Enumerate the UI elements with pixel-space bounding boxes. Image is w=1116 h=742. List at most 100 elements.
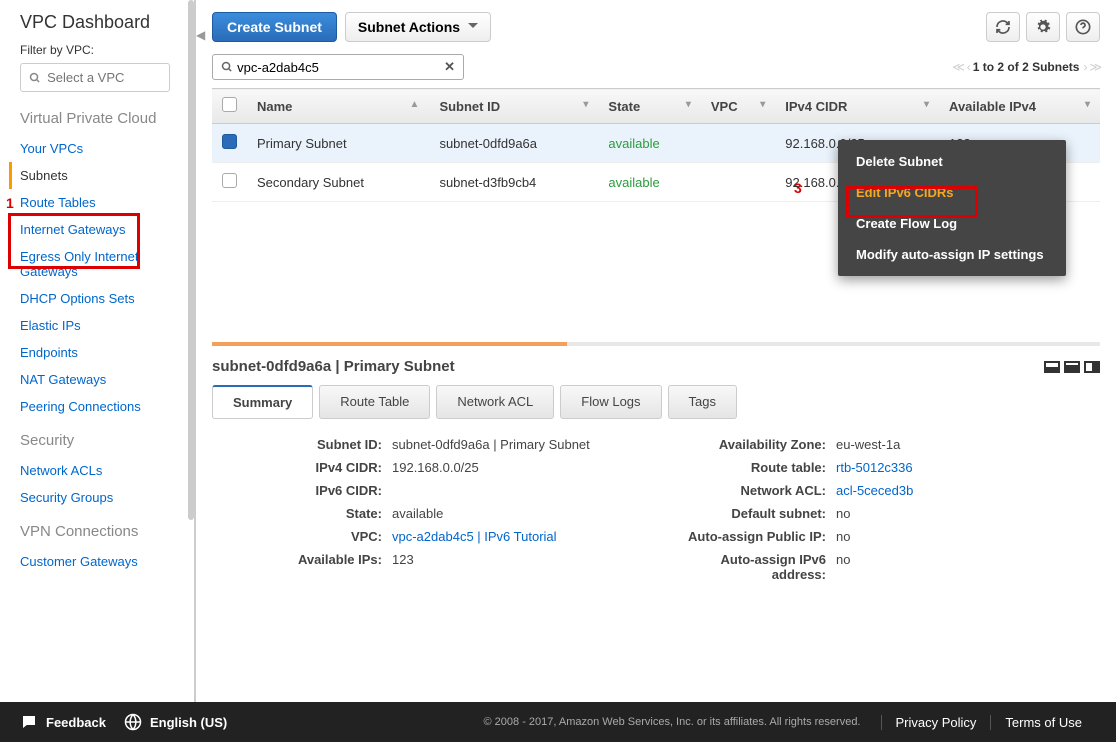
sidebar-collapse-handle[interactable]: ◀ xyxy=(196,28,206,48)
column-header[interactable]: IPv4 CIDR▾ xyxy=(775,89,939,124)
context-menu: Delete SubnetEdit IPv6 CIDRsCreate Flow … xyxy=(838,140,1066,276)
summary-value: acl-5ceced3b xyxy=(836,483,913,498)
search-input[interactable] xyxy=(237,60,440,75)
column-header[interactable]: Subnet ID▾ xyxy=(429,89,598,124)
language-selector[interactable]: English (US) xyxy=(124,713,227,731)
sidebar-item-nat-gateways[interactable]: NAT Gateways xyxy=(20,366,186,393)
column-header[interactable] xyxy=(212,89,247,124)
column-header[interactable]: VPC▾ xyxy=(701,89,775,124)
summary-row: Subnet ID:subnet-0dfd9a6a | Primary Subn… xyxy=(232,433,636,456)
footer: Feedback English (US) © 2008 - 2017, Ama… xyxy=(0,702,1116,742)
sidebar-item-route-tables[interactable]: Route Tables xyxy=(20,189,186,216)
sidebar-item-egress-only-internet-gateways[interactable]: Egress Only Internet Gateways xyxy=(20,243,186,285)
footer-link[interactable]: Terms of Use xyxy=(990,715,1096,730)
help-button[interactable] xyxy=(1066,12,1100,42)
sidebar-item-network-acls[interactable]: Network ACLs xyxy=(20,457,186,484)
search-icon xyxy=(221,60,233,74)
column-header[interactable]: State▾ xyxy=(598,89,700,124)
sidebar-scrollbar[interactable] xyxy=(188,0,194,520)
context-menu-item[interactable]: Modify auto-assign IP settings xyxy=(838,239,1066,270)
pager-last-icon[interactable]: ≫ xyxy=(1089,60,1100,74)
summary-value: 192.168.0.0/25 xyxy=(392,460,479,475)
summary-value: 123 xyxy=(392,552,414,567)
tab-network-acl[interactable]: Network ACL xyxy=(436,385,554,419)
layout-side-icon[interactable] xyxy=(1084,361,1100,373)
copyright-text: © 2008 - 2017, Amazon Web Services, Inc.… xyxy=(484,716,861,728)
select-all-checkbox[interactable] xyxy=(222,97,237,112)
summary-row: VPC:vpc-a2dab4c5 | IPv6 Tutorial xyxy=(232,525,636,548)
summary-key: Auto-assign IPv6 address: xyxy=(676,552,836,582)
summary-row: State:available xyxy=(232,502,636,525)
row-checkbox[interactable] xyxy=(222,173,237,188)
cell-vpc xyxy=(701,124,775,163)
sidebar-item-endpoints[interactable]: Endpoints xyxy=(20,339,186,366)
summary-value: no xyxy=(836,552,850,582)
summary-value: rtb-5012c336 xyxy=(836,460,913,475)
splitter[interactable] xyxy=(212,342,1100,346)
settings-button[interactable] xyxy=(1026,12,1060,42)
sidebar-heading: Virtual Private Cloud xyxy=(20,110,186,127)
summary-row: IPv6 CIDR: xyxy=(232,479,636,502)
summary-row: Available IPs:123 xyxy=(232,548,636,571)
summary-value: available xyxy=(392,506,443,521)
sidebar-item-elastic-ips[interactable]: Elastic IPs xyxy=(20,312,186,339)
footer-link[interactable]: Privacy Policy xyxy=(881,715,991,730)
context-menu-item[interactable]: Create Flow Log xyxy=(838,208,1066,239)
layout-bottom-icon[interactable] xyxy=(1044,361,1060,373)
cell-subnet-id: subnet-0dfd9a6a xyxy=(429,124,598,163)
feedback-label: Feedback xyxy=(46,715,106,730)
search-box[interactable]: ✕ xyxy=(212,54,464,80)
refresh-button[interactable] xyxy=(986,12,1020,42)
column-header[interactable]: Name▲ xyxy=(247,89,429,124)
sidebar-item-peering-connections[interactable]: Peering Connections xyxy=(20,393,186,420)
summary-value: eu-west-1a xyxy=(836,437,900,452)
main-content: Create Subnet Subnet Actions ✕ xyxy=(196,0,1116,702)
layout-half-icon[interactable] xyxy=(1064,361,1080,373)
sidebar-item-customer-gateways[interactable]: Customer Gateways xyxy=(20,548,186,575)
clear-search-icon[interactable]: ✕ xyxy=(444,59,455,75)
sidebar-item-dhcp-options-sets[interactable]: DHCP Options Sets xyxy=(20,285,186,312)
summary-link[interactable]: rtb-5012c336 xyxy=(836,460,913,475)
gear-icon xyxy=(1035,19,1051,35)
create-subnet-button[interactable]: Create Subnet xyxy=(212,12,337,42)
cell-vpc xyxy=(701,163,775,202)
globe-icon xyxy=(124,713,142,731)
column-header[interactable]: Available IPv4▾ xyxy=(939,89,1100,124)
summary-key: Default subnet: xyxy=(676,506,836,521)
tab-summary[interactable]: Summary xyxy=(212,385,313,419)
pager-first-icon[interactable]: ≪ xyxy=(952,60,963,74)
subnet-actions-dropdown[interactable]: Subnet Actions xyxy=(345,12,491,42)
annotation-step-3: 3 xyxy=(794,180,802,196)
pager-next-icon[interactable]: › xyxy=(1083,60,1085,74)
summary-row: Default subnet:no xyxy=(676,502,1080,525)
refresh-icon xyxy=(995,19,1011,35)
sidebar-item-security-groups[interactable]: Security Groups xyxy=(20,484,186,511)
summary-key: Subnet ID: xyxy=(232,437,392,452)
sidebar-item-subnets[interactable]: Subnets xyxy=(9,162,186,189)
pager: ≪ ‹ 1 to 2 of 2 Subnets › ≫ xyxy=(952,60,1100,74)
summary-row: Availability Zone:eu-west-1a xyxy=(676,433,1080,456)
tab-tags[interactable]: Tags xyxy=(668,385,737,419)
summary-value: no xyxy=(836,506,850,521)
page-title: VPC Dashboard xyxy=(20,12,186,33)
context-menu-item[interactable]: Edit IPv6 CIDRs xyxy=(838,177,1066,208)
summary-key: Route table: xyxy=(676,460,836,475)
vpc-filter[interactable] xyxy=(20,63,170,92)
summary-link[interactable]: vpc-a2dab4c5 | IPv6 Tutorial xyxy=(392,529,557,544)
sidebar-heading: Security xyxy=(20,432,186,449)
summary-key: Auto-assign Public IP: xyxy=(676,529,836,544)
row-checkbox[interactable] xyxy=(222,134,237,149)
summary-key: State: xyxy=(232,506,392,521)
summary-value: vpc-a2dab4c5 | IPv6 Tutorial xyxy=(392,529,557,544)
feedback-button[interactable]: Feedback xyxy=(20,713,106,731)
summary-row: Route table:rtb-5012c336 xyxy=(676,456,1080,479)
filter-label: Filter by VPC: xyxy=(20,43,186,57)
sidebar-item-your-vpcs[interactable]: Your VPCs xyxy=(20,135,186,162)
summary-link[interactable]: acl-5ceced3b xyxy=(836,483,913,498)
tab-route-table[interactable]: Route Table xyxy=(319,385,430,419)
pager-prev-icon[interactable]: ‹ xyxy=(967,60,969,74)
tab-flow-logs[interactable]: Flow Logs xyxy=(560,385,661,419)
vpc-filter-input[interactable] xyxy=(47,70,161,85)
sidebar-item-internet-gateways[interactable]: Internet Gateways xyxy=(20,216,186,243)
context-menu-item[interactable]: Delete Subnet xyxy=(838,146,1066,177)
